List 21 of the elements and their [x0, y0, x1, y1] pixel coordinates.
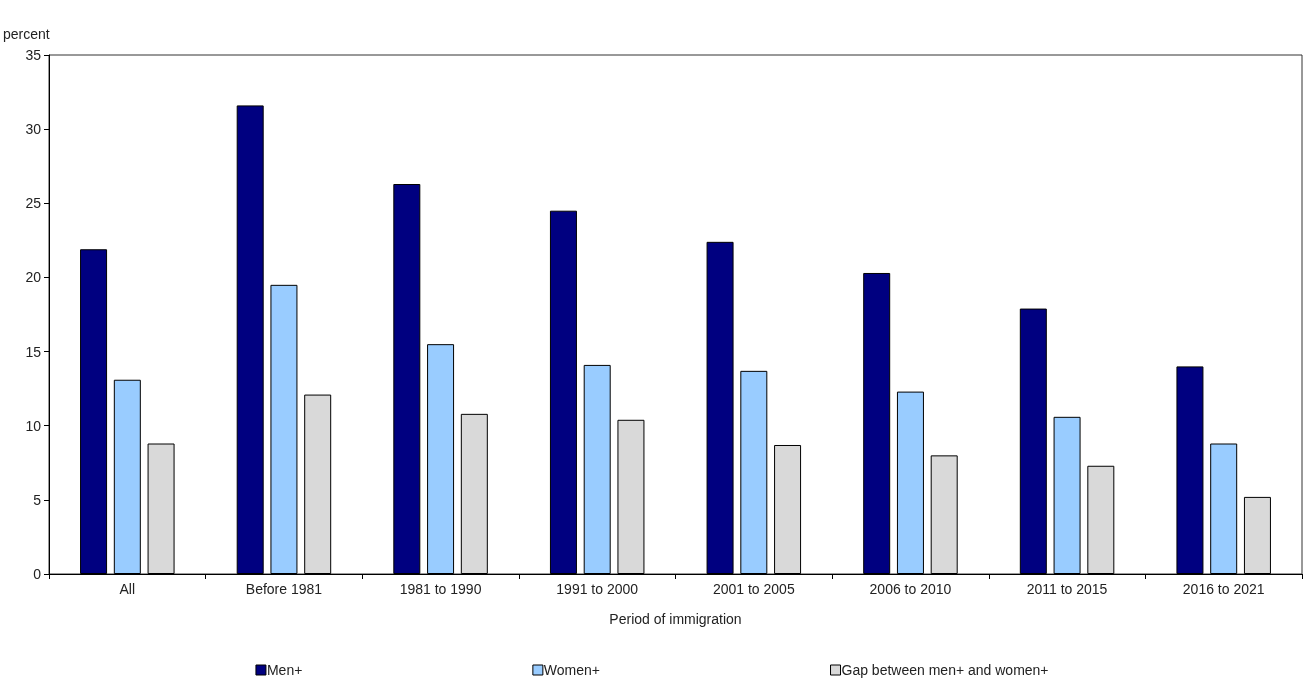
y-tick-label: 0 — [33, 566, 42, 582]
y-tick-label: 20 — [25, 269, 42, 286]
x-tick-label: All — [119, 581, 136, 597]
y-tick-label: 10 — [25, 417, 42, 434]
x-tick-label: 2016 to 2021 — [1182, 581, 1265, 597]
x-tick-label: 2011 to 2015 — [1026, 581, 1108, 597]
legend-label: Men+ — [266, 662, 303, 678]
legend-label: Gap between men+ and women+ — [841, 662, 1049, 678]
y-tick-label: 15 — [25, 343, 42, 360]
x-tick-label: 2001 to 2005 — [712, 581, 795, 597]
x-axis-title: Period of immigration — [609, 611, 742, 627]
x-tick-label: 2006 to 2010 — [869, 581, 952, 597]
y-tick-label: 35 — [25, 47, 42, 63]
y-tick-label: 25 — [25, 195, 42, 212]
x-tick-label: 1991 to 2000 — [556, 581, 639, 597]
y-tick-label: 5 — [33, 491, 42, 508]
y-axis-title: percent — [3, 26, 50, 42]
x-tick-label: 1981 to 1990 — [399, 581, 482, 597]
legend-label: Women+ — [543, 662, 601, 678]
y-tick-label: 30 — [25, 121, 42, 138]
x-tick-label: Before 1981 — [245, 581, 323, 597]
